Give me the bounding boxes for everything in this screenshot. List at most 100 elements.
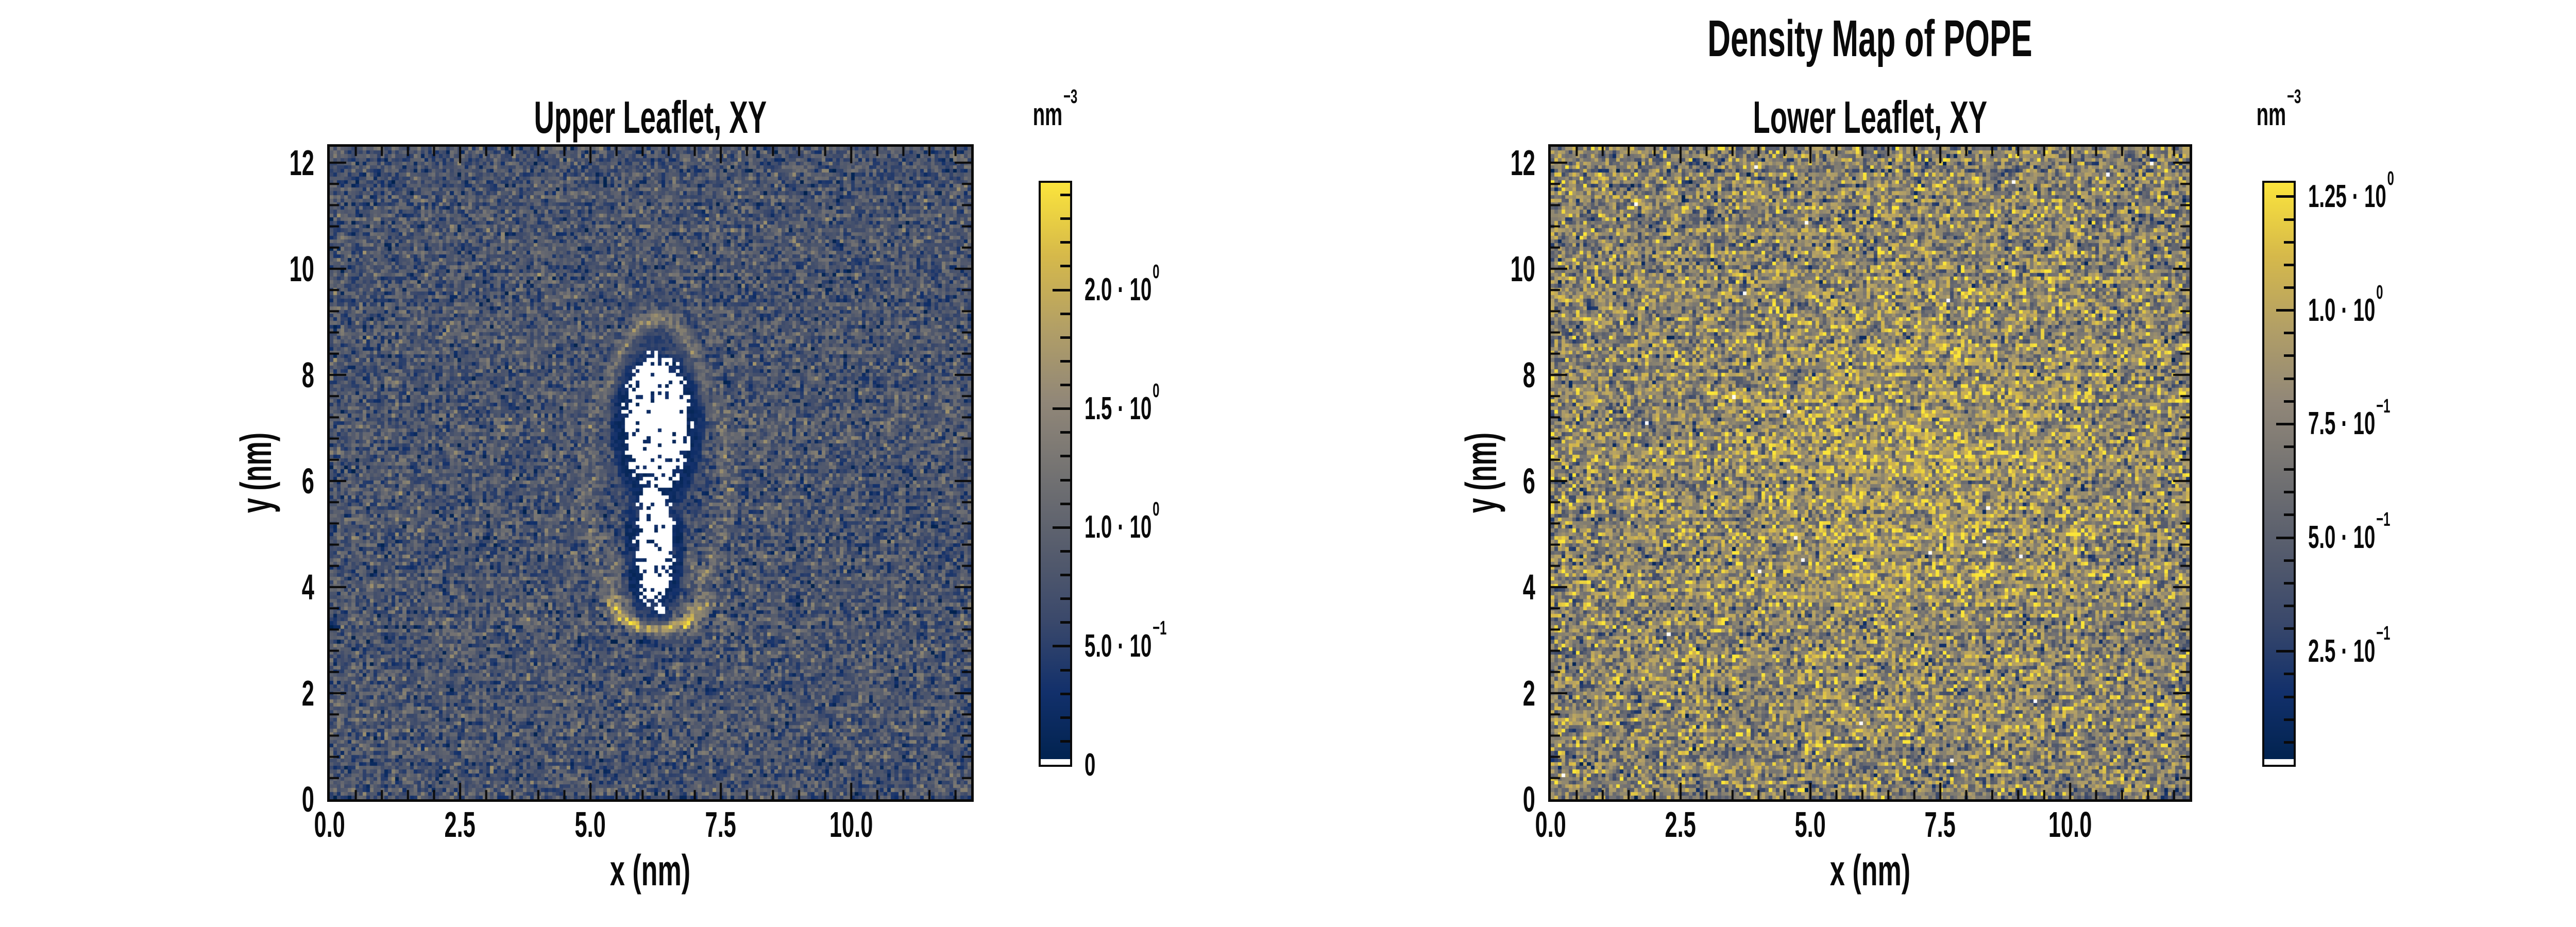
colorbar-tick xyxy=(2276,650,2294,653)
colorbar-tick xyxy=(1060,740,1070,743)
colorbar-tick xyxy=(2284,263,2294,266)
x-tick-label: 7.5 xyxy=(1924,804,1956,845)
colorbar-gradient xyxy=(1041,183,1070,765)
y-tick-label: 2 xyxy=(1522,673,1535,713)
colorbar-upper-leaflet xyxy=(1039,181,1072,767)
y-tick-label: 12 xyxy=(289,142,314,183)
x-tick-label: 5.0 xyxy=(1794,804,1826,845)
colorbar-tick xyxy=(2284,332,2294,335)
colorbar-tick xyxy=(1053,288,1070,291)
colorbar-tick xyxy=(2276,536,2294,539)
colorbar-tick xyxy=(1060,716,1070,719)
colorbar-tick xyxy=(1060,455,1070,458)
y-tick-label: 12 xyxy=(1510,142,1535,183)
x-tick-label: 10.0 xyxy=(829,804,873,845)
colorbar-tick xyxy=(1060,574,1070,577)
colorbar-tick xyxy=(2276,422,2294,425)
colorbar-tick xyxy=(1060,621,1070,624)
x-axis-label-lower-leaflet: x (nm) xyxy=(1829,846,1911,895)
colorbar-tick xyxy=(1060,550,1070,553)
colorbar-tick-label: 2.5 · 10−1 xyxy=(2308,622,2391,669)
colorbar-tick xyxy=(1060,597,1070,600)
y-tick-label: 2 xyxy=(301,673,314,713)
colorbar-tick xyxy=(2284,491,2294,494)
colorbar-tick xyxy=(1060,384,1070,387)
colorbar-tick xyxy=(1060,312,1070,315)
y-tick-label: 10 xyxy=(1510,248,1535,289)
heatmap-canvas-upper-leaflet xyxy=(330,147,971,799)
figure-title-text: Density Map of POPE xyxy=(1707,9,2032,67)
colorbar-tick-label: 7.5 · 10−1 xyxy=(2308,394,2391,442)
x-tick-label: 0.0 xyxy=(1535,804,1567,845)
colorbar-tick-label: 5.0 · 10−1 xyxy=(2308,508,2391,556)
colorbar-lower-leaflet xyxy=(2262,181,2296,767)
x-tick-label: 0.0 xyxy=(314,804,346,845)
colorbar-tick xyxy=(2276,195,2294,198)
x-tick-label: 2.5 xyxy=(1665,804,1697,845)
colorbar-gradient xyxy=(2264,183,2294,765)
colorbar-tick xyxy=(1060,502,1070,505)
y-tick-label: 0 xyxy=(1522,779,1535,819)
colorbar-tick xyxy=(1060,241,1070,244)
plot-area-upper-leaflet xyxy=(327,144,974,802)
y-tick-label: 8 xyxy=(1522,354,1535,395)
x-tick-label: 5.0 xyxy=(574,804,606,845)
colorbar-tick-label: 0 xyxy=(1084,747,1096,783)
colorbar-tick xyxy=(2284,581,2294,585)
y-tick-label: 4 xyxy=(1522,566,1535,607)
colorbar-zero-strip xyxy=(1041,759,1070,765)
plot-area-lower-leaflet xyxy=(1548,144,2192,802)
colorbar-unit-upper-leaflet: nm−3 xyxy=(1032,85,1078,132)
colorbar-tick xyxy=(2284,354,2294,357)
colorbar-tick xyxy=(1060,692,1070,695)
y-tick-label: 6 xyxy=(1522,460,1535,501)
colorbar-tick xyxy=(2284,627,2294,630)
colorbar-tick xyxy=(2284,377,2294,380)
colorbar-tick xyxy=(2284,286,2294,289)
colorbar-tick xyxy=(2284,241,2294,244)
y-tick-label: 8 xyxy=(301,354,314,395)
colorbar-tick xyxy=(2284,559,2294,562)
colorbar-tick xyxy=(2284,400,2294,403)
colorbar-tick xyxy=(1053,645,1070,648)
colorbar-tick-label: 5.0 · 10−1 xyxy=(1084,617,1167,664)
y-tick-label: 0 xyxy=(301,779,314,819)
colorbar-tick xyxy=(2276,309,2294,312)
colorbar-tick xyxy=(1060,431,1070,434)
x-axis-label-upper-leaflet: x (nm) xyxy=(609,846,691,895)
colorbar-tick-label: 1.25 · 100 xyxy=(2308,167,2394,214)
colorbar-tick xyxy=(1060,478,1070,482)
colorbar-tick xyxy=(2284,513,2294,517)
colorbar-tick xyxy=(2284,718,2294,721)
colorbar-tick xyxy=(2284,468,2294,471)
colorbar-zero-strip xyxy=(2264,759,2294,765)
colorbar-tick xyxy=(1060,265,1070,268)
colorbar-tick-label: 1.5 · 100 xyxy=(1084,379,1160,426)
x-tick-label: 10.0 xyxy=(2048,804,2092,845)
colorbar-tick xyxy=(2284,695,2294,698)
colorbar-tick xyxy=(1053,526,1070,529)
x-tick-label: 7.5 xyxy=(705,804,737,845)
y-tick-label: 6 xyxy=(301,460,314,501)
colorbar-tick xyxy=(1060,336,1070,339)
colorbar-tick-label: 1.0 · 100 xyxy=(1084,498,1160,545)
colorbar-tick xyxy=(2284,741,2294,744)
colorbar-tick-label: 1.0 · 100 xyxy=(2308,281,2383,328)
colorbar-tick xyxy=(1060,668,1070,672)
colorbar-tick-label: 2.0 · 100 xyxy=(1084,261,1160,308)
colorbar-tick xyxy=(2284,673,2294,676)
panel-title-lower-leaflet: Lower Leaflet, XY xyxy=(1753,92,1988,143)
colorbar-tick xyxy=(1060,217,1070,220)
panel-title-upper-leaflet: Upper Leaflet, XY xyxy=(534,92,767,143)
x-tick-label: 2.5 xyxy=(444,804,476,845)
colorbar-unit-lower-leaflet: nm−3 xyxy=(2256,85,2301,132)
y-tick-label: 4 xyxy=(301,566,314,607)
y-tick-label: 10 xyxy=(289,248,314,289)
colorbar-tick xyxy=(2284,445,2294,449)
colorbar-tick xyxy=(1060,359,1070,363)
colorbar-tick xyxy=(1053,407,1070,410)
figure-title: Density Map of POPE xyxy=(1406,10,2333,67)
colorbar-tick xyxy=(2284,605,2294,608)
colorbar-tick xyxy=(1060,194,1070,197)
